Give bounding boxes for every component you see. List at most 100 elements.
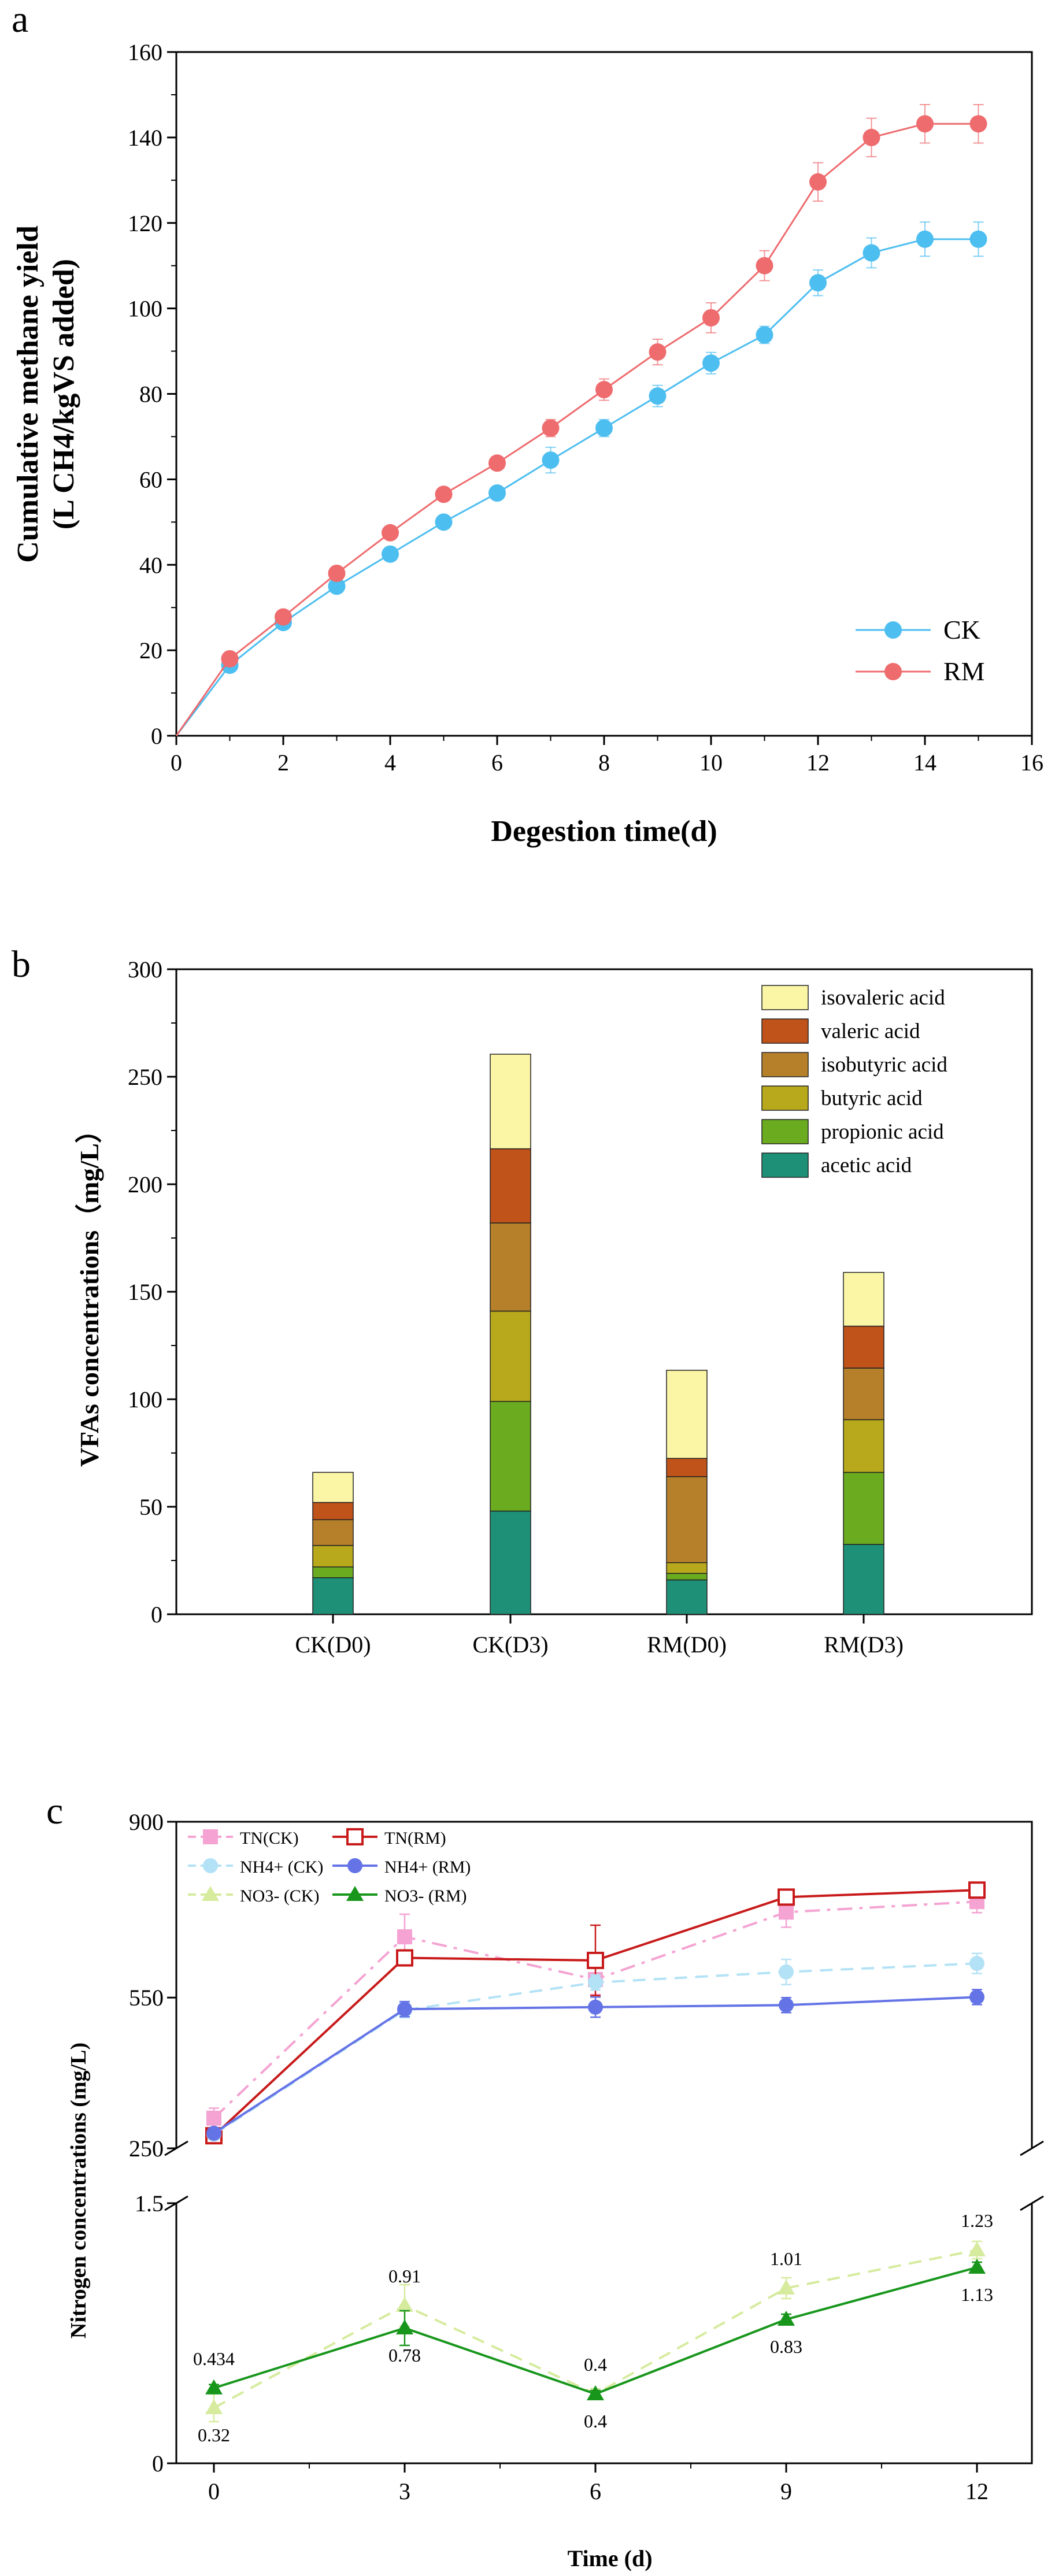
panel-b-legend-swatch-isobutyric-acid [761, 1052, 809, 1077]
panel-c-data-label: 0.434 [193, 2348, 235, 2369]
panel-a-x-label: Degestion time(d) [491, 815, 717, 848]
panel-c-series-tn-rm-point [778, 1888, 795, 1906]
panel-a-x-tick-label: 4 [384, 750, 396, 776]
panel-b-bar-rm-d3-isobutyric-acid [843, 1367, 884, 1421]
panel-a-x-tick-label: 12 [806, 750, 830, 776]
panel-a-series-rm-point [542, 419, 560, 437]
panel-c-series-tn-ck-point [779, 1904, 794, 1920]
panel-a-x-tick-label: 2 [277, 750, 289, 776]
panel-b-legend-swatch-isovaleric-acid [761, 985, 809, 1010]
panel-b-bar-rm-d3-isovaleric-acid [843, 1272, 884, 1327]
panel-b-bar-rm-d0-acetic-acid [666, 1579, 708, 1615]
panel-c-series-no3-ck-line [213, 2249, 978, 2409]
panel-b-bars [312, 1054, 884, 1615]
panel-b-y-axis: 0 50 100 150 200 250 300 [128, 957, 176, 1628]
panel-c-x-axis: 0 3 6 9 12 [208, 2463, 989, 2504]
panel-a-x-tick-label: 16 [1020, 750, 1043, 776]
panel-c-data-label: 0.91 [388, 2266, 421, 2286]
panel-b: b 0 50 100 150 200 250 300 CK(D0) CK(D3) RM(D0) R… [12, 943, 1033, 1658]
panel-c-data-labels: 0.434 0.32 0.91 0.78 0.4 0.4 1.01 0.83 1.23 1.13 [193, 2210, 993, 2445]
panel-c-legend-no3-rm-label: NO3- (RM) [384, 1886, 467, 1906]
panel-c-series-tn-rm-point [587, 1951, 604, 1969]
panel-a-legend: CK RM [856, 615, 985, 686]
panel-a-series-ck-point [328, 577, 346, 595]
panel-a-series-rm-point [435, 485, 453, 503]
panel-a-legend-marker-ck [884, 621, 902, 639]
panel-c-legend-tn-ck-label: TN(CK) [240, 1829, 299, 1848]
panel-c-upper-y-tick-label: 900 [129, 1809, 164, 1835]
panel-a-legend-label: RM [943, 657, 985, 686]
panel-a-series-rm-point [809, 173, 827, 191]
panel-a-x-tick-label: 8 [598, 750, 610, 776]
panel-b-legend-label: isovaleric acid [821, 986, 945, 1010]
panel-b-legend: isovaleric acid valeric acid isobutyric ac… [761, 985, 947, 1178]
panel-c-series-no3-ck-point [968, 2241, 986, 2256]
panel-c-legend-tn-rm-marker [346, 1828, 364, 1845]
panel-c-series-tn-ck-point [206, 2110, 221, 2126]
panel-c: c 250 550 900 0 1.5 0 3 6 9 12 0.434 0.32 0.91 0.78… [46, 1790, 1044, 2571]
panel-a-y-tick-label: 40 [139, 552, 162, 578]
panel-c-lower-y-tick-label: 1.5 [135, 2190, 164, 2217]
panel-c-legend-nh4-ck-marker [203, 1858, 218, 1873]
panel-c-data-label: 1.01 [770, 2248, 802, 2269]
panel-b-bar-ck-d0-isovaleric-acid [312, 1472, 354, 1503]
panel-a-y-axis: 0 20 40 60 80 100 120 140 160 [128, 39, 176, 749]
panel-a-series-rm-point [702, 309, 720, 327]
panel-a-y-tick-label: 60 [139, 466, 162, 492]
panel-a-legend-marker-rm [884, 663, 902, 680]
panel-c-axis-break-mark [1020, 2140, 1044, 2156]
panel-b-letter: b [12, 943, 31, 985]
panel-b-bar-ck-d3-acetic-acid [490, 1510, 531, 1615]
panel-c-series-nh4-rm-point [779, 1997, 794, 2013]
panel-c-series-tn-rm-point [396, 1949, 413, 1967]
panel-c-series-nh4-rm-point [206, 2125, 221, 2141]
panel-b-bar-rm-d3-butyric-acid [843, 1419, 884, 1473]
panel-b-y-tick-label: 300 [128, 957, 162, 983]
panel-a-series [175, 103, 987, 736]
panel-b-bar-rm-d0-isovaleric-acid [666, 1370, 708, 1459]
panel-c-y-axis: 250 550 900 0 1.5 [129, 1809, 176, 2477]
panel-c-legend-tn-ck-marker [203, 1829, 218, 1844]
panel-b-bar-rm-d3-acetic-acid [843, 1544, 884, 1615]
panel-b-bar-ck-d3-isovaleric-acid [490, 1054, 531, 1150]
panel-b-bar-ck-d0-isobutyric-acid [312, 1519, 354, 1546]
panel-c-upper-y-tick-label: 250 [129, 2136, 164, 2162]
panel-c-data-label: 0.78 [388, 2345, 421, 2366]
panel-a-series-ck-point [595, 419, 613, 437]
panel-c-lower-frame [175, 2203, 1033, 2464]
panel-a-x-axis: 0 2 4 6 8 10 12 14 16 [171, 736, 1043, 776]
panel-c-legend-no3-ck-label: NO3- (CK) [240, 1886, 319, 1906]
panel-c-series [205, 1881, 986, 2423]
panel-c-upper-y-tick-label: 550 [129, 1985, 164, 2011]
panel-c-lower-y-tick-label: 0 [152, 2451, 164, 2477]
panel-c-upper-frame [175, 1821, 1033, 2148]
panel-a-x-tick-label: 10 [699, 750, 723, 776]
panel-c-series-no3-rm-point [587, 2385, 604, 2400]
panel-a-series-ck-point [542, 451, 560, 469]
panel-b-y-tick-label: 0 [151, 1602, 162, 1628]
panel-c-legend-no3-ck-marker [202, 1886, 219, 1901]
panel-a-series-rm-point [275, 608, 292, 626]
panel-b-x-tick-label: RM(D3) [824, 1632, 904, 1658]
panel-b-bar-rm-d3-valeric-acid [843, 1325, 884, 1369]
panel-a-y-label-line1: Cumulative methane yield [12, 225, 45, 563]
panel-a-series-ck-point [916, 230, 934, 248]
panel-c-x-tick-label: 6 [590, 2478, 601, 2504]
panel-c-x-tick-label: 3 [399, 2478, 410, 2504]
panel-c-x-tick-label: 12 [965, 2478, 989, 2504]
panel-a-y-tick-label: 100 [128, 296, 162, 322]
panel-c-series-no3-rm-point [396, 2319, 413, 2334]
panel-c-series-nh4-rm-point [588, 1999, 603, 2015]
panel-a-legend-label: CK [943, 615, 980, 644]
panel-c-legend-nh4-rm-label: NH4+ (RM) [384, 1858, 471, 1877]
panel-a-series-rm-point [328, 565, 346, 583]
panel-a-series-ck-point [969, 230, 987, 248]
panel-a-series-rm-point [756, 257, 773, 275]
panel-a-y-label-line2: (L CH4/kgVS added) [47, 259, 80, 529]
panel-c-series-nh4-ck-point [779, 1964, 794, 1980]
panel-b-legend-swatch-propionic-acid [761, 1119, 809, 1144]
panel-c-legend-nh4-ck-label: NH4+ (CK) [240, 1858, 323, 1877]
panel-c-series-no3-rm-point [968, 2259, 986, 2274]
panel-c-series-no3-rm-point [205, 2379, 223, 2395]
panel-a-y-tick-label: 20 [139, 637, 162, 664]
